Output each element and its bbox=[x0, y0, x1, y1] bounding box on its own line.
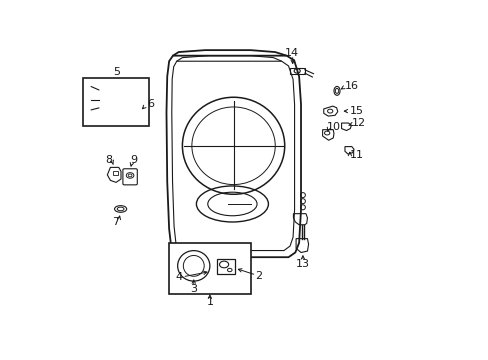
Text: 10: 10 bbox=[326, 122, 340, 132]
Text: 11: 11 bbox=[349, 150, 363, 159]
FancyBboxPatch shape bbox=[216, 259, 234, 274]
Text: 15: 15 bbox=[349, 106, 363, 116]
Text: 12: 12 bbox=[351, 118, 366, 128]
Text: 1: 1 bbox=[206, 297, 213, 307]
Text: 5: 5 bbox=[113, 67, 120, 77]
Text: 14: 14 bbox=[285, 48, 299, 58]
FancyBboxPatch shape bbox=[122, 169, 137, 185]
Text: 6: 6 bbox=[147, 99, 154, 109]
FancyBboxPatch shape bbox=[169, 243, 250, 294]
Text: 13: 13 bbox=[295, 258, 309, 269]
Text: 8: 8 bbox=[105, 155, 112, 165]
FancyBboxPatch shape bbox=[83, 78, 149, 126]
Text: 4: 4 bbox=[175, 273, 182, 283]
Text: 3: 3 bbox=[190, 284, 197, 294]
Text: 16: 16 bbox=[344, 81, 358, 91]
Text: 2: 2 bbox=[255, 271, 262, 281]
Text: 7: 7 bbox=[112, 217, 120, 227]
Text: 9: 9 bbox=[130, 155, 137, 165]
